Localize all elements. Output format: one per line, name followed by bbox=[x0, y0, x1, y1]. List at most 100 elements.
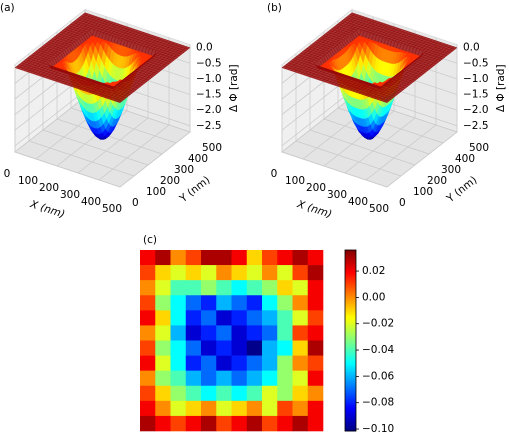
heatmap-cell bbox=[155, 415, 171, 432]
colorbar-step bbox=[345, 282, 356, 285]
y-tick-label: 500 bbox=[469, 142, 489, 154]
heatmap-cell bbox=[201, 415, 217, 432]
heatmap-cell bbox=[262, 325, 278, 341]
heatmap-cell bbox=[262, 385, 278, 402]
surface-patch bbox=[383, 99, 390, 103]
heatmap-cell bbox=[185, 355, 202, 371]
x-axis-label: X (nm) bbox=[28, 198, 67, 221]
heatmap-cell bbox=[170, 295, 187, 311]
colorbar-step bbox=[345, 292, 356, 295]
colorbar-step bbox=[345, 318, 356, 321]
heatmap-cell bbox=[185, 370, 202, 387]
heatmap-cell bbox=[307, 370, 324, 387]
heatmap-cell bbox=[246, 355, 263, 371]
grid-line bbox=[295, 140, 402, 177]
heatmap-cell bbox=[140, 250, 156, 266]
heatmap-cell bbox=[307, 325, 324, 341]
heatmap-cell bbox=[262, 370, 278, 387]
colorbar-step bbox=[345, 266, 356, 269]
heatmap-cell bbox=[246, 340, 263, 356]
heatmap-cell bbox=[277, 325, 293, 341]
heatmap-cell bbox=[185, 295, 202, 311]
colorbar-step bbox=[345, 398, 356, 402]
heatmap-cell bbox=[292, 295, 309, 311]
colorbar-step bbox=[345, 324, 356, 327]
grid-line bbox=[77, 117, 149, 174]
heatmap-cell bbox=[155, 370, 171, 387]
heatmap-cell bbox=[155, 265, 171, 281]
colorbar-step bbox=[345, 406, 356, 410]
heatmap-cell bbox=[277, 295, 293, 311]
z-tick-label: −1.5 bbox=[463, 89, 489, 101]
y-tick-label: 100 bbox=[413, 186, 433, 198]
surface bbox=[281, 12, 458, 140]
colorbar-step bbox=[345, 312, 356, 315]
grid-line bbox=[28, 140, 135, 177]
x-tick-label: 400 bbox=[81, 196, 101, 208]
x-axis-label: X (nm) bbox=[295, 198, 334, 221]
colorbar-step bbox=[345, 404, 356, 408]
grid-line bbox=[119, 131, 191, 188]
heatmap-cell bbox=[231, 250, 248, 266]
heatmap-cell bbox=[140, 310, 156, 326]
heatmap-cell bbox=[277, 250, 293, 266]
colorbar-tick-label: −0.06 bbox=[362, 370, 394, 382]
heatmap-cell bbox=[292, 310, 309, 326]
heatmap-cell bbox=[307, 250, 324, 266]
heatmap-cell bbox=[170, 415, 187, 432]
colorbar-step bbox=[345, 314, 356, 317]
heatmap-cell bbox=[155, 295, 171, 311]
panel-label: (a) bbox=[0, 2, 15, 14]
grid-line bbox=[365, 124, 437, 181]
colorbar-step bbox=[345, 342, 356, 345]
heatmap-cell bbox=[292, 385, 309, 402]
grid-line bbox=[14, 96, 86, 153]
colorbar-step bbox=[345, 356, 356, 359]
z-tick-label: −2.5 bbox=[463, 120, 489, 132]
x-tick-label: 0 bbox=[271, 168, 278, 180]
heatmap-cell bbox=[170, 250, 187, 266]
heatmap-cell bbox=[246, 250, 263, 266]
heatmap-cell bbox=[292, 355, 309, 371]
colorbar-tick-label: 0.02 bbox=[362, 265, 385, 277]
colorbar-step bbox=[345, 366, 356, 370]
heatmap-cell bbox=[262, 310, 278, 326]
heatmap-cell bbox=[185, 340, 202, 356]
heatmap-cell bbox=[292, 265, 309, 281]
colorbar-step bbox=[345, 354, 356, 357]
heatmap-cell bbox=[246, 325, 263, 341]
heatmap-cell bbox=[201, 370, 217, 387]
colorbar-step bbox=[345, 316, 356, 319]
heatmap-cell bbox=[292, 415, 309, 432]
heatmap-cell bbox=[307, 310, 324, 326]
colorbar-step bbox=[345, 272, 356, 275]
heatmap-cell bbox=[170, 370, 187, 387]
grid-line bbox=[344, 117, 416, 174]
grid-line bbox=[281, 151, 388, 188]
heatmap-cell bbox=[216, 355, 232, 371]
heatmap-cell bbox=[155, 280, 171, 296]
heatmap-cell bbox=[307, 340, 324, 356]
colorbar-step bbox=[345, 280, 356, 283]
x-tick-label: 500 bbox=[369, 203, 389, 215]
colorbar-step bbox=[345, 322, 356, 325]
heatmap-cell bbox=[170, 355, 187, 371]
grid-line bbox=[42, 129, 149, 166]
grid-line bbox=[281, 96, 353, 153]
colorbar-step bbox=[345, 428, 356, 432]
heatmap-cell bbox=[170, 310, 187, 326]
heatmap-cell bbox=[201, 265, 217, 281]
heatmap-cell bbox=[307, 415, 324, 432]
y-axis-label: Y (nm) bbox=[177, 174, 213, 206]
colorbar-step bbox=[345, 350, 356, 353]
colorbar-step bbox=[345, 296, 356, 299]
colorbar-step bbox=[345, 274, 356, 277]
heatmap-cell bbox=[231, 355, 248, 371]
colorbar-step bbox=[345, 364, 356, 368]
colorbar-step bbox=[345, 402, 356, 406]
y-tick-label: 0 bbox=[132, 197, 139, 209]
heatmap-cell bbox=[155, 340, 171, 356]
heatmap-cell bbox=[277, 355, 293, 371]
colorbar-step bbox=[345, 320, 356, 323]
colorbar-step bbox=[345, 392, 356, 396]
